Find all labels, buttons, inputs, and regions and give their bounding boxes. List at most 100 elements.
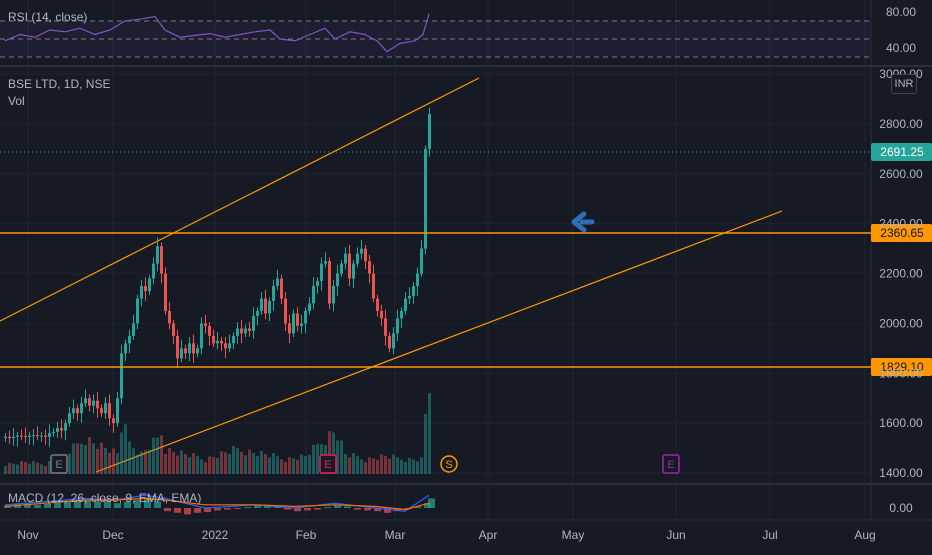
candle-body (220, 340, 223, 344)
volume-bar (148, 449, 151, 474)
candle-body (112, 418, 115, 424)
dividend-marker[interactable]: S (440, 455, 458, 473)
macd-histogram-bar (394, 508, 401, 512)
candle-body (156, 246, 159, 264)
macd-histogram-bar (284, 508, 291, 510)
volume-bar (208, 456, 211, 474)
candle-body (332, 286, 335, 304)
future-earnings-marker-letter: E (667, 459, 674, 471)
volume-bar (272, 453, 275, 474)
volume-bar (292, 458, 295, 474)
volume-bar (284, 462, 287, 474)
candle-body (284, 298, 287, 324)
volume-bar (252, 452, 255, 474)
candle-body (104, 403, 107, 414)
future-earnings-marker[interactable]: E (662, 454, 680, 474)
price-tick-label: 2400.00 (879, 217, 923, 231)
candle-body (252, 315, 255, 331)
time-axis-label: Mar (385, 528, 406, 542)
candle-body (376, 298, 379, 311)
volume-label: Vol (8, 94, 25, 108)
rsi-line (4, 13, 430, 53)
lower-channel-line[interactable] (95, 210, 783, 473)
macd-signal-line (4, 497, 430, 511)
volume-bar (220, 451, 223, 474)
volume-bar (4, 466, 7, 474)
volume-bar (32, 461, 35, 474)
rsi-pane: 80.00 40.00 (0, 5, 916, 58)
symbol-title: BSE LTD, 1D, NSE (8, 77, 111, 91)
candle-body (336, 273, 339, 287)
candle-body (160, 246, 163, 274)
macd-histogram-bar (94, 501, 101, 508)
volume-bar (384, 456, 387, 474)
candle-body (196, 348, 199, 354)
volume-bar (296, 459, 299, 474)
candle-body (424, 148, 427, 249)
macd-histogram-bar (424, 503, 431, 508)
time-axis-label: 2022 (202, 528, 229, 542)
upper-channel-line[interactable] (0, 77, 480, 322)
earnings-marker-letter: E (55, 459, 62, 471)
trendlines[interactable] (0, 77, 783, 473)
candle-body (76, 408, 79, 414)
volume-bar (332, 432, 335, 474)
candle-body (208, 325, 211, 336)
candle-body (344, 253, 347, 264)
candle-body (124, 343, 127, 354)
macd-histogram-bar (164, 508, 171, 512)
volume-bar (12, 463, 15, 474)
arrow-left-icon[interactable] (571, 211, 595, 233)
candle-body (352, 263, 355, 279)
volume-bar (116, 453, 119, 474)
volume-bar (408, 457, 411, 474)
candle-body (100, 408, 103, 414)
volume-bar (228, 453, 231, 474)
macd-histogram-bar (204, 508, 211, 512)
macd-line (4, 494, 430, 512)
volume-bar (260, 450, 263, 474)
candle-body (92, 400, 95, 406)
candle-body (400, 310, 403, 319)
horizontal-levels[interactable]: 2360.65 1829.10 (0, 224, 932, 376)
time-axis[interactable]: Nov Dec 2022 Feb Mar Apr May Jun Jul Aug (0, 519, 932, 542)
candle-body (20, 435, 23, 437)
arrow-annotation[interactable] (571, 211, 595, 233)
currency-button[interactable]: INR (891, 74, 917, 94)
macd-histogram-bar (194, 508, 201, 513)
candle-body (296, 313, 299, 326)
price-axis[interactable]: 1400.00 1600.00 1800.00 2000.00 2200.00 2400.… (879, 67, 923, 480)
volume-bar (152, 437, 155, 474)
price-level-value: 1829.10 (880, 360, 924, 374)
candle-body (232, 335, 235, 344)
volume-bar (204, 462, 207, 474)
candle-body (184, 348, 187, 354)
volume-bar (340, 440, 343, 474)
volume-bar (80, 443, 83, 474)
volume-bar (392, 454, 395, 474)
candle-body (364, 248, 367, 262)
candle-body (308, 303, 311, 311)
macd-histogram-bar (64, 501, 71, 508)
grid (0, 0, 932, 520)
candle-body (120, 353, 123, 399)
volume-bar (328, 431, 331, 474)
volume-bar (360, 459, 363, 474)
price-level-tag (871, 358, 932, 376)
volume-bar (420, 457, 423, 474)
candle-body (404, 298, 407, 311)
macd-histogram-bar (144, 498, 151, 508)
macd-histogram-bar (294, 508, 301, 512)
earnings-marker[interactable]: E (50, 454, 68, 474)
volume-bar (212, 457, 215, 474)
macd-histogram-bar (124, 501, 131, 508)
macd-histogram-bar (174, 508, 181, 513)
earnings-marker[interactable]: E (319, 454, 337, 474)
price-tick-label: 1600.00 (879, 416, 923, 430)
macd-histogram-bar (334, 505, 341, 508)
volume-bar (108, 452, 111, 474)
candle-body (356, 253, 359, 264)
candle-body (48, 433, 51, 437)
